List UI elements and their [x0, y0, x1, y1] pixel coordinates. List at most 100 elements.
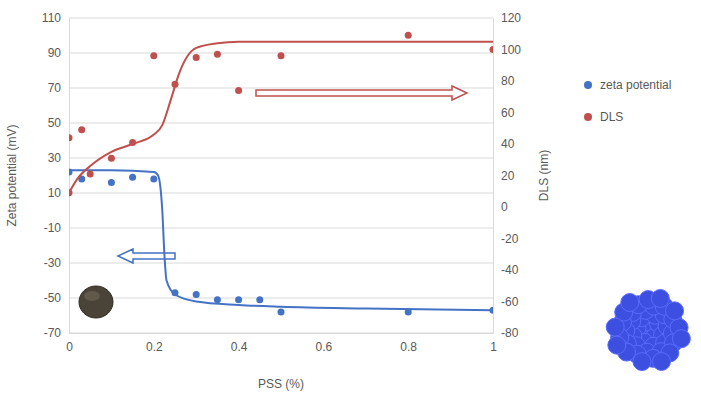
- tick: 30: [48, 151, 69, 165]
- tick-label: 0.8: [400, 340, 417, 354]
- fit-line: [69, 42, 493, 193]
- tick-label: 60: [501, 106, 515, 120]
- arrow-left: [118, 249, 175, 263]
- tick: 0.2: [146, 333, 163, 354]
- tick-label: -30: [44, 256, 62, 270]
- y2-axis: -80 -60 -40 -20 0 20 40 60 80 100 120: [493, 11, 521, 340]
- tick-label: 1: [490, 340, 497, 354]
- point: [490, 307, 494, 314]
- tick-label: 0: [501, 200, 508, 214]
- point: [256, 296, 263, 303]
- point: [235, 296, 242, 303]
- axis-line: [69, 19, 70, 334]
- aggregate-bead: [621, 294, 639, 312]
- tick: 70: [48, 81, 69, 95]
- tick-label: 40: [501, 137, 515, 151]
- plot-area: [69, 32, 493, 316]
- tick-label: -80: [501, 326, 519, 340]
- tick: 80: [493, 74, 515, 88]
- tick-label: -70: [44, 326, 62, 340]
- point: [108, 179, 115, 186]
- legend: zeta potential DLS: [584, 78, 671, 124]
- tick: 110: [42, 11, 69, 25]
- tick: 50: [48, 116, 69, 130]
- tick: -20: [493, 232, 519, 246]
- legend-symbol: [584, 81, 592, 89]
- arrows: [118, 86, 467, 263]
- point: [193, 291, 200, 298]
- tick: 0.8: [400, 333, 417, 354]
- point: [235, 87, 242, 94]
- point: [193, 54, 200, 61]
- tick-label: 20: [501, 169, 515, 183]
- x-axis-title: PSS (%): [258, 377, 304, 391]
- tick-label: 0: [66, 340, 73, 354]
- aggregate-bead: [653, 353, 671, 371]
- axis-line: [70, 333, 494, 334]
- point: [69, 169, 73, 176]
- illustrations: [79, 286, 690, 371]
- grid-line: [69, 333, 493, 334]
- point: [405, 32, 412, 39]
- tick-label: -50: [44, 291, 62, 305]
- tick: -30: [44, 256, 69, 270]
- grid-line: [69, 18, 493, 19]
- point: [172, 81, 179, 88]
- tick: 60: [493, 106, 515, 120]
- y2-axis-title: DLS (nm): [537, 150, 551, 201]
- point: [87, 170, 94, 177]
- tick-label: 110: [42, 11, 61, 25]
- aggregate-bead: [633, 353, 651, 371]
- tick-label: 10: [48, 186, 62, 200]
- grid-line: [69, 193, 493, 194]
- y-axis-title: Zeta potential (mV): [5, 124, 19, 226]
- particle-highlight: [84, 291, 100, 301]
- tick-label: 0.4: [231, 340, 248, 354]
- point: [78, 126, 85, 133]
- tick-label: -10: [44, 221, 62, 235]
- grid: [69, 18, 493, 333]
- point: [278, 309, 285, 316]
- aggregate-bead: [651, 289, 669, 307]
- point: [150, 52, 157, 59]
- tick: 10: [48, 186, 69, 200]
- particle-image: [79, 286, 113, 318]
- point: [405, 309, 412, 316]
- tick: 40: [493, 137, 515, 151]
- tick: -70: [44, 326, 69, 340]
- grid-line: [69, 298, 493, 299]
- axis-line: [493, 19, 494, 334]
- tick: 120: [493, 11, 521, 25]
- aggregate-bead: [666, 302, 684, 320]
- tick-label: -40: [501, 263, 519, 277]
- point: [108, 155, 115, 162]
- legend-label: zeta potential: [600, 78, 671, 92]
- tick-label: 90: [48, 46, 62, 60]
- aggregate-image: [606, 289, 690, 370]
- y-axis: -70 -50 -30 -10 10 30 50 70 90 110: [42, 11, 70, 340]
- tick: 0: [66, 333, 73, 354]
- tick-label: 70: [48, 81, 62, 95]
- aggregate-bead: [608, 336, 626, 354]
- aggregate-bead: [672, 330, 690, 348]
- legend-label: DLS: [600, 110, 623, 124]
- grid-line: [69, 158, 493, 159]
- point: [172, 289, 179, 296]
- point: [214, 51, 221, 58]
- point: [69, 189, 73, 196]
- tick: 100: [493, 43, 521, 57]
- tick: -40: [493, 263, 519, 277]
- x-axis: 0 0.2 0.4 0.6 0.8 1: [66, 333, 497, 354]
- tick-label: -60: [501, 295, 519, 309]
- tick: 0.4: [231, 333, 248, 354]
- point: [129, 174, 136, 181]
- fit-line: [69, 170, 493, 310]
- grid-line: [69, 228, 493, 229]
- tick: -60: [493, 295, 519, 309]
- tick-label: 100: [501, 43, 521, 57]
- tick-label: 120: [501, 11, 521, 25]
- tick-label: 0.6: [316, 340, 333, 354]
- point: [69, 134, 73, 141]
- tick: 20: [493, 169, 515, 183]
- legend-symbol: [584, 113, 592, 121]
